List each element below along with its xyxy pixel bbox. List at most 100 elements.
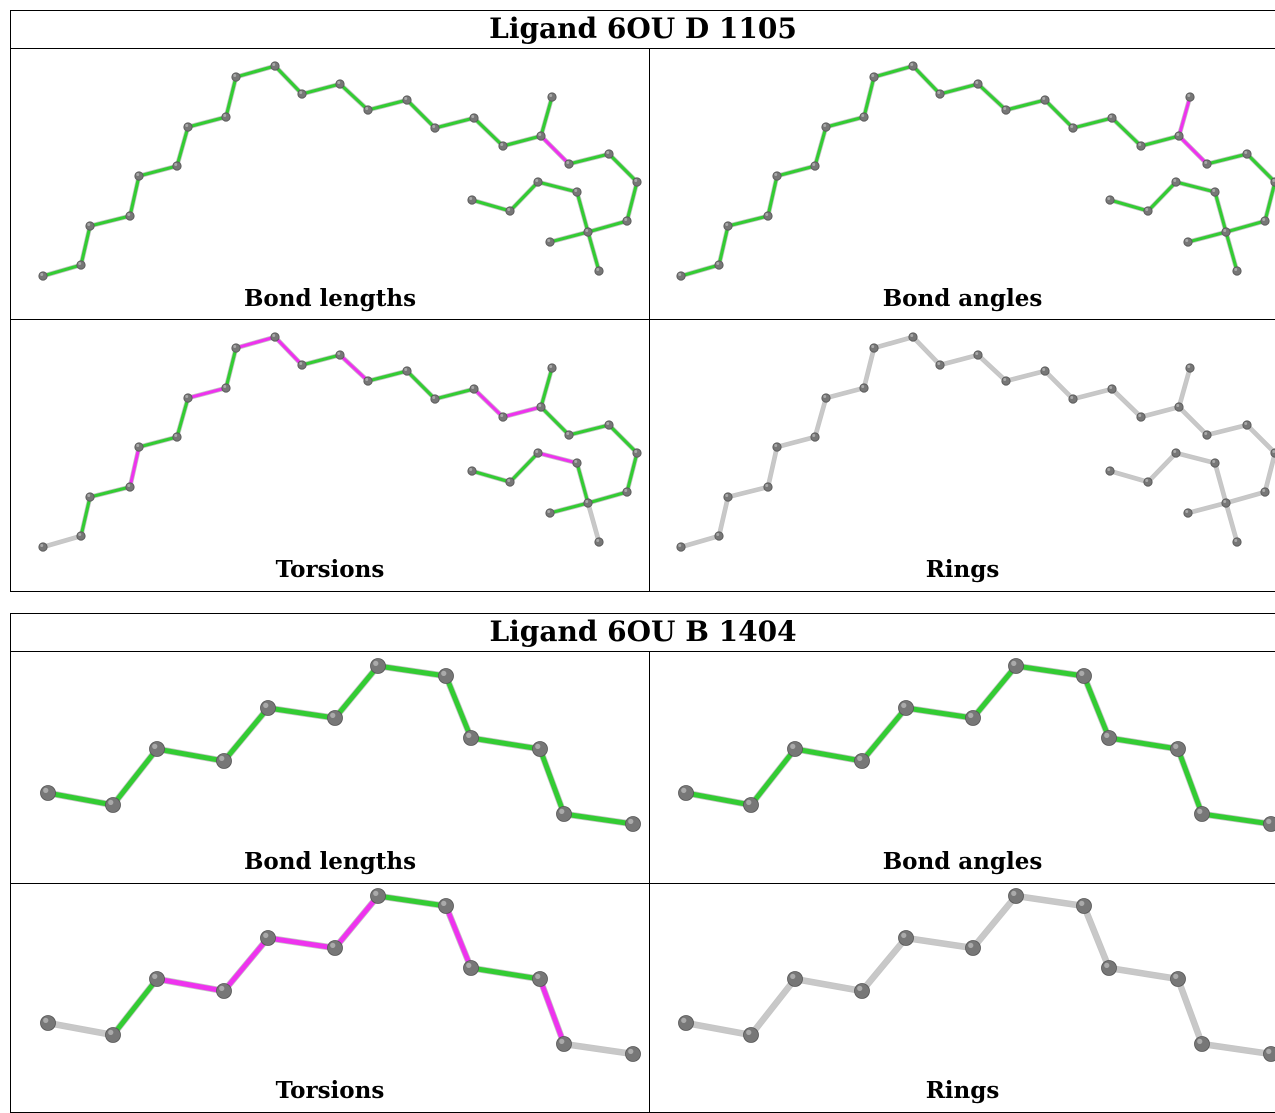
bond	[275, 337, 302, 365]
atom	[364, 377, 372, 385]
atom	[271, 62, 279, 70]
atom-highlight	[975, 352, 978, 355]
atom-highlight	[272, 63, 275, 66]
atom-highlight	[223, 114, 226, 117]
bond	[541, 368, 552, 407]
panel-caption: Rings	[649, 556, 1275, 583]
atom-highlight	[330, 713, 335, 718]
atom	[470, 114, 478, 122]
bond	[569, 425, 609, 435]
bond	[1073, 389, 1112, 399]
atom-highlight	[585, 500, 588, 503]
atom-highlight	[746, 1030, 751, 1035]
atom	[1172, 178, 1180, 186]
atom	[788, 972, 803, 987]
atom-highlight	[725, 223, 728, 226]
atom	[584, 228, 592, 236]
atom-highlight	[365, 107, 368, 110]
bond	[472, 471, 510, 482]
atom-highlight	[628, 1049, 633, 1054]
atom-highlight	[233, 345, 236, 348]
atom-highlight	[871, 74, 874, 77]
atom	[899, 931, 914, 946]
bond	[826, 388, 864, 398]
bond	[226, 77, 236, 117]
bond	[1109, 738, 1178, 749]
bond	[541, 136, 569, 164]
atom-highlight	[299, 91, 302, 94]
bond	[627, 453, 637, 492]
atom-highlight	[968, 943, 973, 948]
panel-caption: Torsions	[11, 1077, 649, 1104]
atom	[298, 361, 306, 369]
bond	[188, 117, 226, 127]
atom	[822, 394, 830, 402]
atom	[468, 467, 476, 475]
bond	[719, 497, 728, 536]
atom-highlight	[559, 809, 564, 814]
bond	[913, 66, 940, 94]
atom	[595, 267, 603, 275]
atom	[439, 669, 454, 684]
atom	[1077, 669, 1092, 684]
atom-highlight	[681, 788, 686, 793]
atom	[371, 659, 386, 674]
atom	[909, 62, 917, 70]
bond	[177, 127, 188, 166]
bond	[973, 666, 1016, 718]
atom-highlight	[861, 114, 864, 117]
bond	[435, 389, 474, 399]
bond	[1084, 906, 1109, 968]
atom-highlight	[975, 81, 978, 84]
atom	[974, 80, 982, 88]
atom	[1186, 364, 1194, 372]
bond	[113, 749, 157, 805]
atom-highlight	[861, 385, 864, 388]
atom-highlight	[937, 362, 940, 365]
atom	[173, 433, 181, 441]
panel-torsions: Torsions	[11, 320, 649, 592]
atom	[86, 493, 94, 501]
bond	[1176, 453, 1215, 463]
atom	[222, 384, 230, 392]
atom	[899, 701, 914, 716]
atom	[764, 483, 772, 491]
atom-highlight	[373, 661, 378, 666]
atom-highlight	[507, 208, 510, 211]
bond	[130, 447, 139, 487]
atom	[431, 395, 439, 403]
atom	[537, 132, 545, 140]
bond	[368, 100, 407, 110]
atom	[855, 754, 870, 769]
bond	[569, 154, 609, 164]
atom	[936, 90, 944, 98]
atom-highlight	[1173, 179, 1176, 182]
molecule-view	[11, 884, 649, 1106]
bond	[503, 136, 541, 146]
atom-highlight	[337, 352, 340, 355]
atom-highlight	[466, 733, 471, 738]
atom	[595, 538, 603, 546]
atom	[584, 499, 592, 507]
bond	[1110, 200, 1148, 211]
bond	[43, 536, 81, 547]
atom	[1002, 377, 1010, 385]
bond	[510, 453, 538, 482]
atom	[626, 817, 641, 832]
atom	[1243, 150, 1251, 158]
atom-highlight	[549, 94, 552, 97]
atom	[1175, 132, 1183, 140]
bond	[795, 979, 862, 991]
atom-highlight	[596, 539, 599, 542]
bond	[1247, 425, 1275, 453]
atom	[633, 449, 641, 457]
atom-highlight	[469, 197, 472, 200]
atom	[633, 178, 641, 186]
bond	[113, 979, 157, 1035]
atom	[1203, 431, 1211, 439]
atom-highlight	[1079, 901, 1084, 906]
panel-bond-lengths: Bond lengths	[11, 652, 649, 883]
atom-highlight	[968, 713, 973, 718]
atom-highlight	[857, 986, 862, 991]
bond	[686, 1023, 751, 1035]
